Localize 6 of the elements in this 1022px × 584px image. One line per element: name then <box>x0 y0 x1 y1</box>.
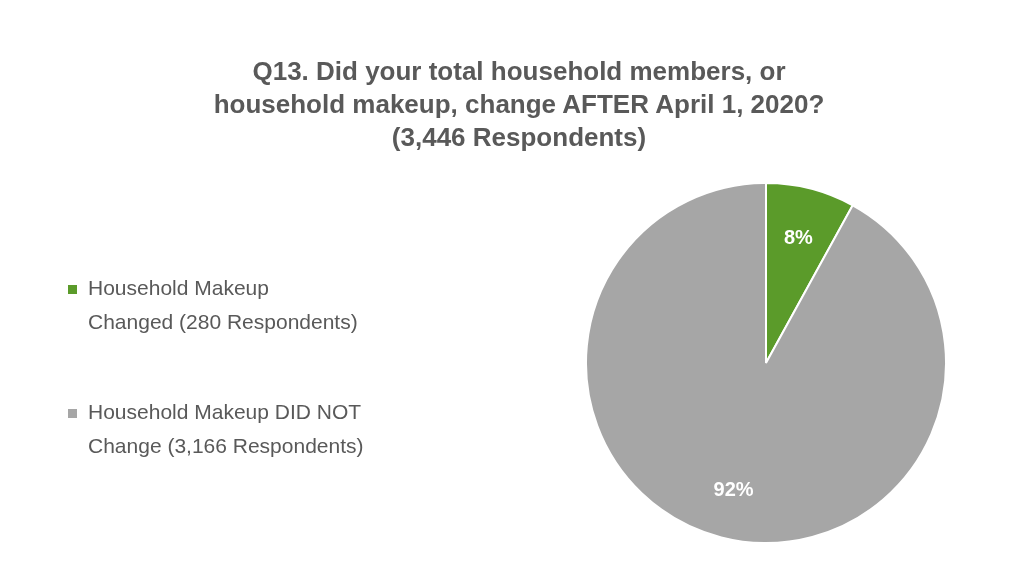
data-label: 8% <box>784 225 814 248</box>
legend-label: Household Makeup DID NOT Change (3,166 Respondents) <box>88 400 364 457</box>
data-label: 92% <box>713 478 754 501</box>
legend-label: Household Makeup Changed (280 Respondents) <box>88 276 358 333</box>
chart-title: Q13. Did your total household members, or household makeup, change AFTER April 1, 2020? (3,446 Respondents) <box>213 56 825 152</box>
pie-slice <box>585 182 947 544</box>
